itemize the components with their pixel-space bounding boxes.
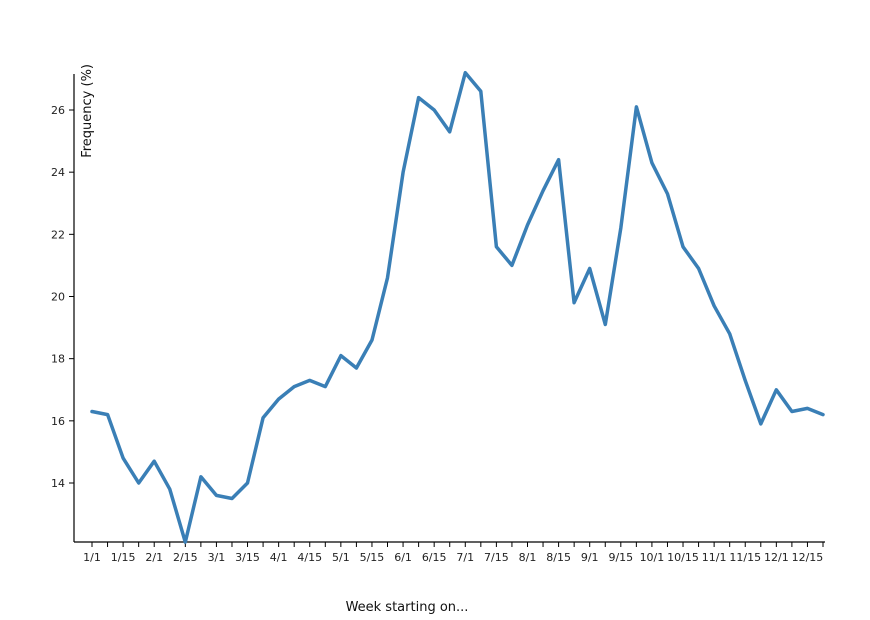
x-tick-label: 6/1 <box>394 551 412 564</box>
x-tick-label: 8/15 <box>546 551 571 564</box>
x-tick-label: 5/1 <box>332 551 350 564</box>
x-tick-label: 3/1 <box>208 551 226 564</box>
x-tick-label: 10/15 <box>667 551 699 564</box>
x-tick-label: 3/15 <box>235 551 260 564</box>
y-tick-label: 14 <box>51 477 65 490</box>
y-tick-label: 24 <box>51 166 65 179</box>
series-line <box>90 70 825 544</box>
x-axis-title: Week starting on... <box>346 600 469 615</box>
x-tick-label: 8/1 <box>519 551 537 564</box>
x-tick-label: 11/15 <box>729 551 761 564</box>
series-layer <box>90 70 825 544</box>
x-tick-label: 7/1 <box>456 551 474 564</box>
x-tick-label: 11/1 <box>702 551 727 564</box>
x-tick-label: 1/1 <box>83 551 101 564</box>
x-tick-label: 6/15 <box>422 551 447 564</box>
x-axis: 1/1 1/15 2/1 2/15 3/1 3/15 4/1 4/15 5/1 5/15 6/1 6/… <box>74 541 825 564</box>
y-tick-label: 18 <box>51 353 65 366</box>
y-axis: 14 16 18 20 22 24 26 <box>51 74 75 542</box>
y-tick-label: 16 <box>51 415 65 428</box>
x-tick-label: 7/15 <box>484 551 509 564</box>
y-tick-label: 22 <box>51 228 65 241</box>
y-axis-title: Frequency (%) <box>80 64 95 158</box>
y-tick-label: 20 <box>51 291 65 304</box>
y-tick-label: 26 <box>51 104 65 117</box>
x-tick-label: 4/15 <box>297 551 322 564</box>
x-tick-label: 1/15 <box>111 551 136 564</box>
x-tick-label: 12/1 <box>764 551 789 564</box>
x-tick-label: 5/15 <box>360 551 385 564</box>
x-tick-label: 4/1 <box>270 551 288 564</box>
x-tick-label: 9/15 <box>608 551 633 564</box>
x-tick-label: 12/15 <box>792 551 824 564</box>
x-tick-label: 2/1 <box>145 551 163 564</box>
x-tick-label: 9/1 <box>581 551 599 564</box>
x-tick-label: 2/15 <box>173 551 198 564</box>
x-tick-label: 10/1 <box>640 551 665 564</box>
